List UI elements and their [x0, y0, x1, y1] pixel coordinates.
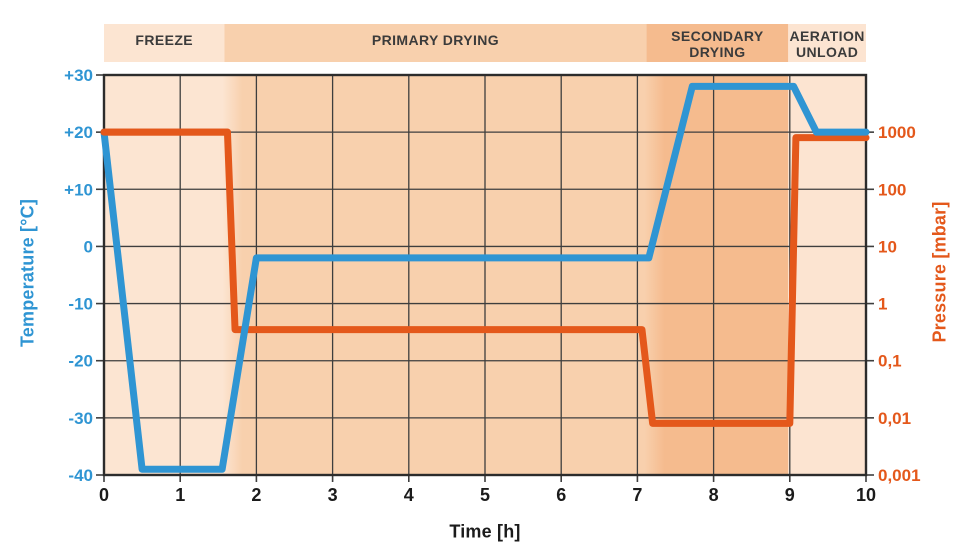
phase-band-secondary-drying	[646, 24, 789, 62]
phase-label-aeration-unload: AERATION UNLOAD	[789, 28, 864, 60]
plot-region-primary-drying	[224, 75, 647, 475]
temp-tick-label: -30	[68, 409, 93, 428]
pressure-tick-label: 0,001	[878, 466, 921, 485]
pressure-tick-label: 100	[878, 180, 906, 199]
time-tick-label: 9	[785, 485, 795, 505]
pressure-tick-label: 0,1	[878, 352, 902, 371]
pressure-tick-label: 10	[878, 237, 897, 256]
phase-label-primary-drying: PRIMARY DRYING	[372, 32, 499, 48]
pressure-line	[100, 128, 870, 427]
time-tick-label: 10	[856, 485, 876, 505]
temp-tick-label: +10	[64, 180, 93, 199]
time-tick-label: 0	[99, 485, 109, 505]
temperature-axis-title: Temperature [°C]	[17, 198, 38, 348]
time-tick-label: 4	[404, 485, 414, 505]
phase-label-freeze: FREEZE	[135, 32, 193, 48]
phase-label-secondary-drying: SECONDARY DRYING	[671, 28, 764, 60]
pressure-tick-label: 1	[878, 295, 887, 314]
phase-band-freeze	[104, 24, 225, 62]
temp-tick-label: +30	[64, 66, 93, 85]
pressure-tick-label: 1000	[878, 123, 916, 142]
temp-tick-label: 0	[84, 237, 93, 256]
time-tick-label: 5	[480, 485, 490, 505]
temp-tick-label: -20	[68, 352, 93, 371]
time-axis-title: Time [h]	[449, 521, 521, 542]
plot-region-aeration-unload	[788, 75, 866, 475]
pressure-axis-title: Pressure [mbar]	[929, 201, 950, 343]
time-tick-label: 6	[556, 485, 566, 505]
phase-band-aeration-unload	[788, 24, 866, 62]
plot-border	[102, 73, 868, 477]
pressure-tick-label: 0,01	[878, 409, 911, 428]
temp-tick-label: -40	[68, 466, 93, 485]
phase-band-primary-drying	[224, 24, 647, 62]
temperature-line	[100, 82, 870, 473]
time-tick-label: 2	[251, 485, 261, 505]
time-tick-label: 8	[709, 485, 719, 505]
temp-tick-label: -10	[68, 295, 93, 314]
temp-tick-label: +20	[64, 123, 93, 142]
plot-region-freeze	[104, 75, 225, 475]
time-tick-label: 1	[175, 485, 185, 505]
time-tick-label: 7	[632, 485, 642, 505]
plot-region-secondary-drying	[646, 75, 789, 475]
time-tick-label: 3	[328, 485, 338, 505]
